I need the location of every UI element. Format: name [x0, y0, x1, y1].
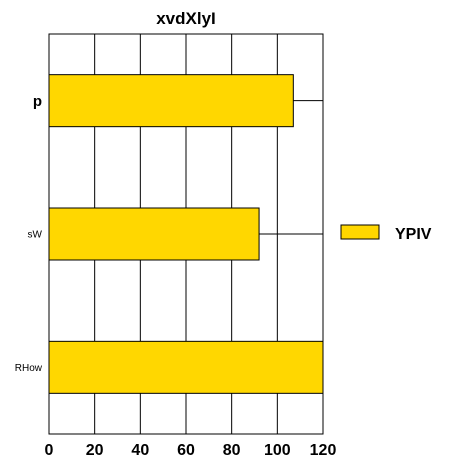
legend: YPIV	[340, 224, 432, 243]
chart-title: xvdXlyI	[156, 9, 216, 28]
bar-RHow	[48, 340, 324, 394]
x-tick-label: 60	[177, 442, 195, 459]
bar-p	[48, 74, 294, 128]
plot-frame	[48, 33, 324, 435]
legend-label: YPIV	[395, 226, 432, 243]
category-label: sW	[28, 230, 43, 241]
x-tick-label: 120	[310, 442, 337, 459]
x-tick-label: 40	[131, 442, 149, 459]
x-tick-label: 0	[45, 442, 54, 459]
bar-sW	[48, 207, 260, 261]
x-tick-label: 80	[223, 442, 241, 459]
x-tick-label: 100	[264, 442, 291, 459]
x-tick-label: 20	[86, 442, 104, 459]
bars	[48, 74, 324, 394]
legend-swatch	[340, 224, 380, 240]
category-label: p	[33, 93, 42, 110]
category-labels: p sW RHow	[15, 93, 43, 374]
x-axis-ticks: 0 20 40 60 80 100 120	[45, 442, 337, 459]
category-label: RHow	[15, 363, 43, 374]
